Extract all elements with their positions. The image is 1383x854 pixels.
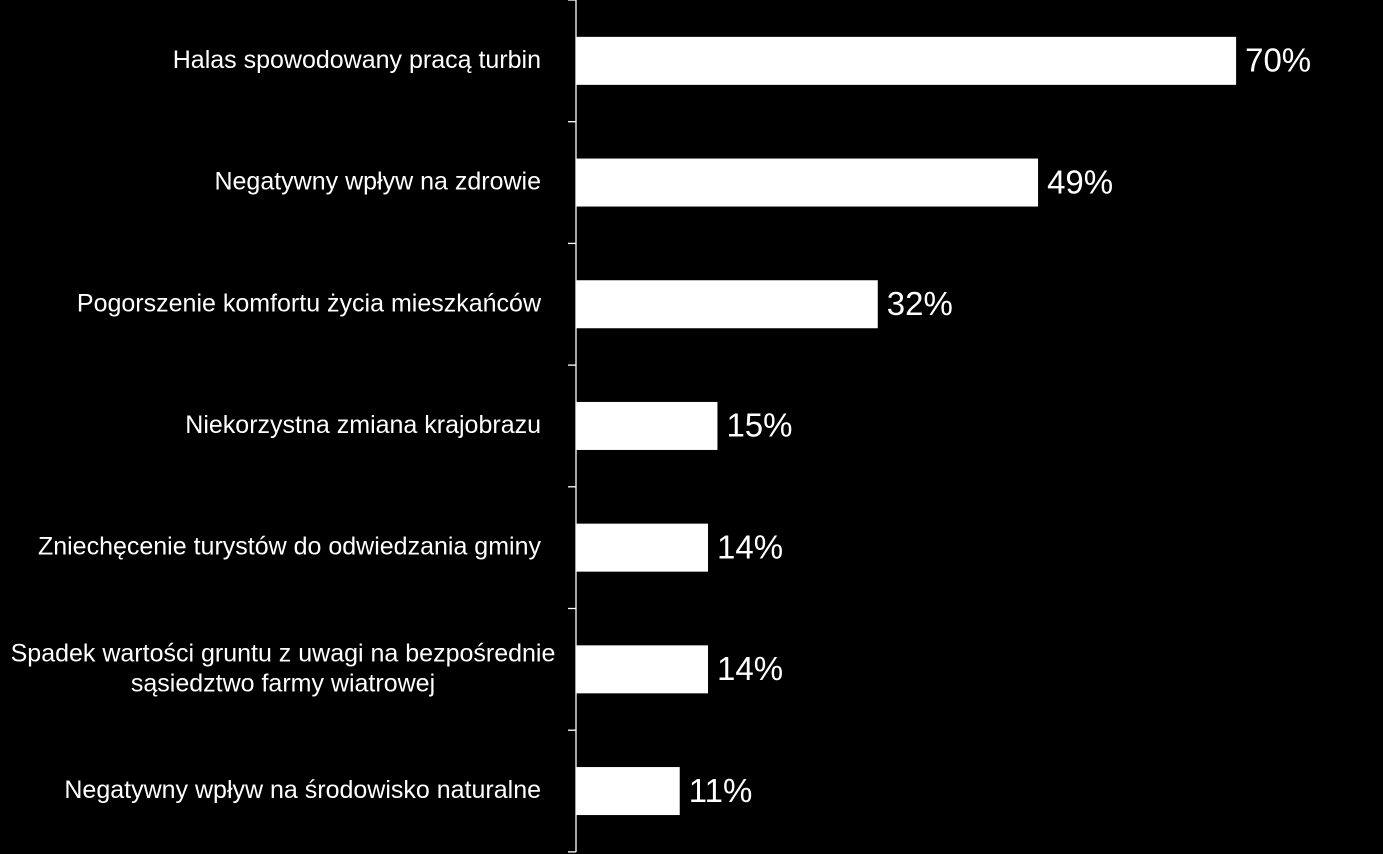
category-label-line: Niekorzystna zmiana krajobrazu (185, 411, 541, 439)
category-label-6: Spadek wartości gruntu z uwagi na bezpoś… (11, 639, 556, 697)
value-label-2: 49% (1047, 163, 1113, 200)
category-label-line: Negatywny wpływ na środowisko naturalne (64, 776, 541, 804)
category-label-2: Negatywny wpływ na zdrowie (214, 167, 541, 195)
category-label-line: sąsiedztwo farmy wiatrowej (131, 669, 435, 697)
category-label-7: Negatywny wpływ na środowisko naturalne (64, 776, 541, 804)
value-label-5: 14% (717, 528, 783, 565)
category-label-line: Negatywny wpływ na zdrowie (214, 167, 541, 195)
bar-5 (576, 523, 709, 572)
bars (576, 36, 1237, 816)
value-labels: 70% 49% 32% 15% 14% 14% 11% (689, 42, 1311, 809)
bar-3 (576, 280, 878, 329)
category-label-5: Zniechęcenie turystów do odwiedzania gmi… (38, 532, 542, 560)
value-label-4: 15% (726, 407, 792, 444)
value-label-1: 70% (1245, 42, 1311, 79)
category-label-4: Niekorzystna zmiana krajobrazu (185, 411, 541, 439)
category-label-line: Spadek wartości gruntu z uwagi na bezpoś… (11, 639, 556, 667)
category-label-line: Zniechęcenie turystów do odwiedzania gmi… (38, 532, 542, 560)
category-label-3: Pogorszenie komfortu życia mieszkańców (77, 289, 542, 317)
category-label-line: Pogorszenie komfortu życia mieszkańców (77, 289, 542, 317)
y-axis (568, 0, 577, 853)
bar-1 (576, 36, 1237, 85)
value-label-3: 32% (887, 285, 953, 322)
category-label-1: Halas spowodowany pracą turbin (173, 45, 541, 73)
category-labels: Halas spowodowany pracą turbin Negatywny … (11, 45, 556, 803)
bar-2 (576, 158, 1039, 207)
value-label-6: 14% (717, 650, 783, 687)
category-label-line: Halas spowodowany pracą turbin (173, 45, 541, 73)
bar-7 (576, 767, 680, 816)
value-label-7: 11% (689, 772, 753, 809)
bar-4 (576, 401, 718, 450)
bar-6 (576, 645, 709, 694)
